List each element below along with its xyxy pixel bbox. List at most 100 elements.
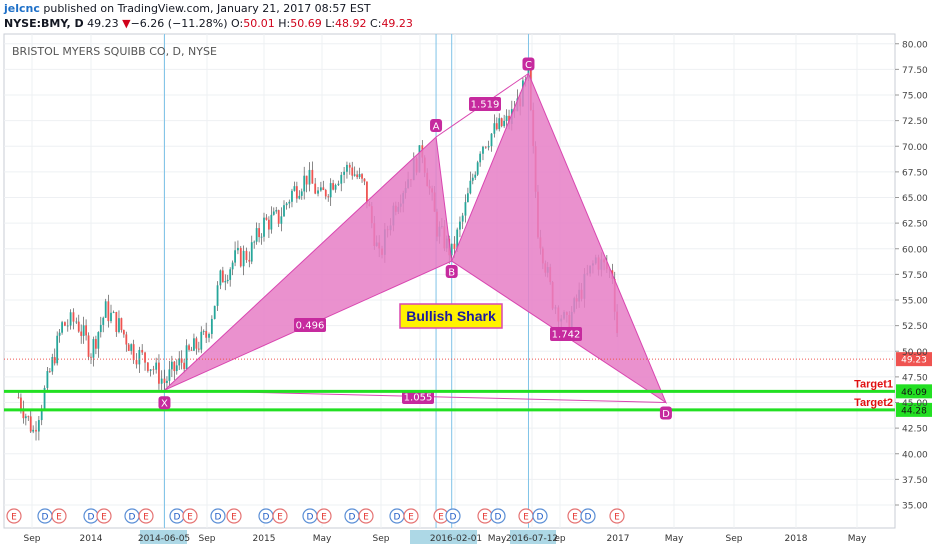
- earnings-event-icon[interactable]: E: [433, 508, 449, 524]
- svg-text:D: D: [129, 513, 136, 523]
- dividend-event-icon[interactable]: D: [210, 508, 226, 524]
- candle: [87, 332, 90, 361]
- svg-text:D: D: [394, 513, 401, 523]
- x-tick-label: Sep: [373, 534, 390, 544]
- candle: [298, 190, 301, 200]
- target-name: Target1: [854, 378, 893, 390]
- candle: [324, 188, 327, 200]
- earnings-event-icon[interactable]: E: [272, 508, 288, 524]
- dividend-event-icon[interactable]: D: [445, 508, 461, 524]
- svg-text:E: E: [56, 513, 62, 523]
- y-tick-label: 45.00: [902, 399, 928, 409]
- candle: [295, 181, 298, 203]
- chart-title: BRISTOL MYERS SQUIBB CO, D, NYSE: [12, 45, 217, 58]
- candle: [308, 162, 311, 192]
- target-price-tag: 46.09: [896, 384, 932, 399]
- y-tick-label: 72.50: [902, 117, 928, 127]
- candle: [260, 233, 263, 245]
- candle: [469, 171, 472, 195]
- candle: [484, 146, 487, 149]
- candle: [197, 341, 200, 353]
- svg-text:E: E: [614, 513, 620, 523]
- candle: [180, 350, 183, 370]
- candle: [258, 222, 261, 243]
- candle: [64, 321, 66, 327]
- low-value: 48.92: [335, 17, 367, 30]
- y-tick-label: 60.00: [902, 245, 928, 255]
- candle: [293, 181, 296, 192]
- candle: [224, 274, 227, 291]
- candle: [17, 392, 20, 399]
- candle: [125, 331, 128, 352]
- plot-area[interactable]: [3, 33, 896, 529]
- dividend-event-icon[interactable]: D: [344, 508, 360, 524]
- dividend-event-icon[interactable]: D: [124, 508, 140, 524]
- candle: [94, 335, 97, 355]
- candle: [300, 188, 303, 200]
- x-tick-label: 2014: [80, 534, 103, 544]
- candle: [193, 333, 195, 351]
- dividend-event-icon[interactable]: D: [83, 508, 99, 524]
- earnings-event-icon[interactable]: E: [226, 508, 242, 524]
- candle: [305, 175, 308, 193]
- x-tick-label: 2018: [785, 534, 808, 544]
- candle: [317, 187, 319, 197]
- svg-text:E: E: [321, 513, 327, 523]
- open-value: 50.01: [243, 17, 275, 30]
- candle: [82, 316, 85, 344]
- dividend-event-icon[interactable]: D: [37, 508, 53, 524]
- earnings-event-icon[interactable]: E: [96, 508, 112, 524]
- candle: [85, 319, 88, 341]
- earnings-event-icon[interactable]: E: [518, 508, 534, 524]
- symbol-name[interactable]: NYSE:BMY, D: [4, 17, 84, 30]
- svg-text:E: E: [572, 513, 578, 523]
- earnings-event-icon[interactable]: E: [138, 508, 154, 524]
- y-tick-label: 57.50: [902, 271, 928, 281]
- earnings-event-icon[interactable]: E: [567, 508, 583, 524]
- dividend-event-icon[interactable]: D: [389, 508, 405, 524]
- svg-text:D: D: [585, 513, 592, 523]
- price-change: −6.26 (−11.28%): [130, 17, 228, 30]
- candle: [239, 245, 242, 268]
- dividend-event-icon[interactable]: D: [580, 508, 596, 524]
- candle: [285, 202, 288, 210]
- x-date-highlight: [140, 530, 187, 544]
- earnings-event-icon[interactable]: E: [358, 508, 374, 524]
- x-tick-label: Sep: [24, 534, 41, 544]
- last-price: 49.23: [87, 17, 119, 30]
- svg-text:X: X: [161, 399, 168, 410]
- svg-text:D: D: [88, 513, 95, 523]
- candle: [351, 161, 354, 180]
- earnings-event-icon[interactable]: E: [477, 508, 493, 524]
- dividend-event-icon[interactable]: D: [302, 508, 318, 524]
- x-tick-label: May: [848, 534, 867, 544]
- dividend-event-icon[interactable]: D: [169, 508, 185, 524]
- ratio-label: 1.742: [550, 327, 582, 341]
- author-link[interactable]: jelcnc: [4, 2, 40, 15]
- pattern-point-B: B: [445, 265, 458, 279]
- svg-text:1.519: 1.519: [471, 100, 500, 111]
- candle: [120, 317, 123, 333]
- dividend-event-icon[interactable]: D: [532, 508, 548, 524]
- earnings-event-icon[interactable]: E: [182, 508, 198, 524]
- candle: [155, 357, 158, 374]
- dividend-event-icon[interactable]: D: [490, 508, 506, 524]
- dividend-event-icon[interactable]: D: [258, 508, 274, 524]
- y-tick-label: 40.00: [902, 450, 928, 460]
- earnings-event-icon[interactable]: E: [51, 508, 67, 524]
- earnings-event-icon[interactable]: E: [403, 508, 419, 524]
- candle: [267, 216, 270, 239]
- candle: [343, 166, 346, 184]
- earnings-event-icon[interactable]: E: [316, 508, 332, 524]
- candle: [216, 281, 219, 311]
- candle: [158, 354, 160, 390]
- candle: [450, 243, 453, 259]
- last-price-tag: 49.23: [896, 352, 932, 367]
- earnings-event-icon[interactable]: E: [6, 508, 22, 524]
- earnings-event-icon[interactable]: E: [609, 508, 625, 524]
- svg-text:D: D: [174, 513, 181, 523]
- published-text: published on TradingView.com, January 21…: [43, 2, 371, 15]
- candle: [32, 425, 35, 434]
- svg-text:E: E: [277, 513, 283, 523]
